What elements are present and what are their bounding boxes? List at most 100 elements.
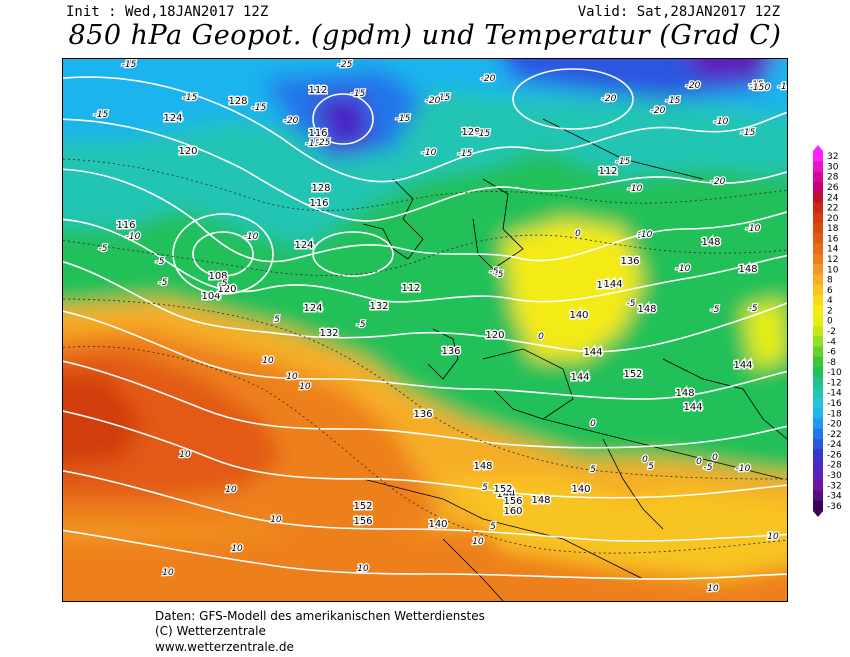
geopotential-label: 140 (596, 280, 615, 291)
init-time: Init : Wed,18JAN2017 12Z (66, 4, 269, 20)
temperature-label: -10 (126, 232, 141, 242)
geopotential-label: 104 (201, 291, 220, 302)
legend-swatch (813, 161, 823, 172)
geopotential-label: 116 (309, 198, 328, 209)
temperature-label: -5 (357, 320, 366, 330)
legend-swatch (813, 192, 823, 203)
legend-tick-labels: 32302826242220181614121086420-2-4-6-8-10… (827, 152, 842, 512)
temperature-label: 5 (648, 462, 654, 472)
geopotential-label: 136 (441, 346, 460, 357)
temperature-label: -15 (616, 157, 631, 167)
temperature-label: -10 (736, 464, 751, 474)
temperature-label: -15 (458, 149, 473, 159)
geopotential-label: 144 (603, 279, 622, 290)
temperature-label: 5 (274, 315, 280, 325)
temperature-label: -15 (306, 139, 321, 149)
temperature-label: 10 (357, 564, 369, 574)
legend-tick-label: -4 (827, 337, 836, 347)
legend-tick-label: 10 (827, 265, 839, 275)
footer-copyright: (C) Wetterzentrale (155, 624, 266, 638)
legend-swatch (813, 439, 823, 450)
temperature-label: 5 (590, 465, 596, 475)
temperature-label: 10 (472, 537, 484, 547)
temperature-label: 10 (707, 584, 719, 594)
temperature-label: -10 (638, 230, 653, 240)
footer-website: www.wetterzentrale.de (155, 640, 294, 654)
temperature-label: -20 (481, 74, 496, 84)
legend-color-bar (813, 151, 823, 512)
legend-tick-label: -8 (827, 358, 836, 368)
temperature-label: -5 (219, 279, 228, 289)
geopotential-label: 148 (675, 388, 694, 399)
temperature-label: -5 (711, 305, 720, 315)
temperature-label: -10 (676, 264, 691, 274)
geopotential-label: 160 (503, 506, 522, 517)
legend-tick-label: -18 (827, 409, 842, 419)
temperature-label: 5 (482, 483, 488, 493)
legend-swatch (813, 459, 823, 471)
temperature-label: -15 (351, 89, 366, 99)
legend-tick-label: -26 (827, 450, 842, 460)
geopotential-label: 148 (637, 304, 656, 315)
legend-swatch (813, 356, 823, 368)
temperature-label: -20 (284, 116, 299, 126)
temperature-label: -10 (628, 184, 643, 194)
geopotential-label: 144 (683, 402, 702, 413)
temperature-label: -15 (396, 114, 411, 124)
geopotential-label: 140 (571, 484, 590, 495)
temperature-label: -5 (627, 299, 636, 309)
temperature-label: -15 (778, 82, 787, 92)
geopotential-label: 148 (738, 264, 757, 275)
legend-tick-label: 32 (827, 152, 838, 162)
temperature-label: 5 (490, 522, 496, 532)
legend-tick-label: 22 (827, 204, 838, 214)
legend-swatch (813, 181, 823, 193)
legend-tick-label: -12 (827, 378, 842, 388)
legend-swatch (813, 223, 823, 234)
temperature-label: -5 (490, 267, 499, 277)
legend-swatch (813, 171, 823, 183)
legend-tick-label: -6 (827, 348, 836, 358)
geopotential-label: 148 (701, 237, 720, 248)
legend-tick-label: -32 (827, 481, 842, 491)
legend-swatch (813, 428, 823, 440)
legend-tick-label: -24 (827, 440, 842, 450)
geopotential-label: 112 (401, 283, 420, 294)
geopotential-label: 156 (503, 496, 522, 507)
geopotential-label: 132 (369, 301, 388, 312)
geopotential-label: 124 (294, 240, 313, 251)
geopotential-label: 108 (208, 271, 227, 282)
legend-swatch (813, 490, 823, 502)
temperature-label: 0 (642, 455, 648, 465)
temperature-label: -15 (741, 128, 756, 138)
temperature-label: 10 (262, 356, 274, 366)
legend-swatch (813, 295, 823, 306)
footer-source: Daten: GFS-Modell des amerikanischen Wet… (155, 609, 485, 623)
geopotential-label: 120 (178, 146, 197, 157)
legend-tick-label: 14 (827, 245, 839, 255)
temperature-label: 10 (767, 532, 779, 542)
legend-swatch (813, 274, 823, 286)
legend-tick-label: 26 (827, 183, 839, 193)
temperature-label: -5 (495, 270, 504, 280)
legend-tick-label: 2 (827, 306, 833, 316)
temperature-label: -15 (122, 60, 137, 70)
temperature-field (63, 59, 787, 601)
legend-tick-label: -2 (827, 327, 836, 337)
temperature-label: 0 (637, 231, 643, 241)
legend-tick-label: -36 (827, 502, 842, 512)
temperature-label: -10 (756, 83, 771, 93)
temperature-label: -15 (183, 93, 198, 103)
temperature-label: -5 (159, 278, 168, 288)
temperature-label: -20 (686, 81, 701, 91)
temperature-label: 0 (575, 229, 581, 239)
legend-swatch (813, 325, 823, 337)
geopotential-label: 156 (353, 516, 372, 527)
geopotential-label: 116 (116, 220, 135, 231)
legend-swatch (813, 418, 823, 430)
coastlines (362, 118, 787, 601)
legend-bottom-arrow (813, 511, 823, 517)
legend-swatch (813, 253, 823, 265)
legend-swatch (813, 305, 823, 316)
geopotential-label: 152 (623, 369, 642, 380)
